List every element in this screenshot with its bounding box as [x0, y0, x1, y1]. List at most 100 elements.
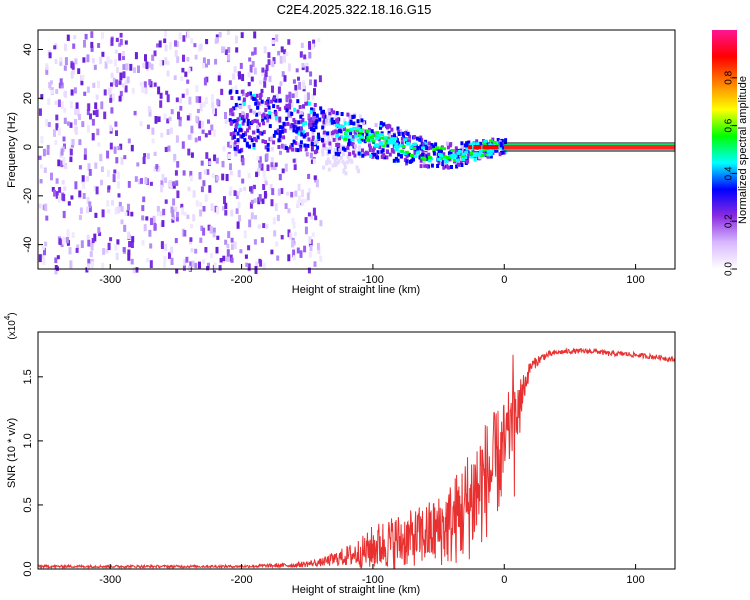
spectrogram-cell: [224, 49, 228, 55]
spectrogram-cell: [141, 240, 145, 246]
spectrogram-cell: [139, 121, 143, 127]
spectrogram-signal-cell: [236, 138, 240, 143]
spectrogram-signal-cell: [453, 154, 458, 158]
spectrogram-signal-cell: [393, 137, 397, 141]
spectrogram-cell: [66, 34, 70, 41]
spectrogram-cell: [287, 112, 291, 118]
spectrogram-signal-cell: [369, 154, 373, 159]
spectrogram-cell: [253, 31, 257, 39]
spectrogram-cell: [122, 83, 126, 88]
spectrogram-signal-cell: [411, 156, 415, 161]
spectrogram-cell: [109, 94, 113, 102]
spectrogram-signal-cell: [466, 140, 470, 145]
spectrogram-cell: [51, 187, 55, 192]
spectrogram-signal-cell: [363, 139, 367, 144]
spectrogram-cell: [254, 215, 257, 220]
spectrogram-signal-cell: [376, 155, 380, 160]
spectrogram-signal-cell: [351, 135, 355, 139]
spectrogram-cell: [53, 189, 57, 197]
spectrogram-signal-cell: [260, 131, 264, 136]
spectrogram-cell: [280, 143, 284, 149]
y-tick-label: 40: [22, 43, 34, 55]
spectrogram-cell: [86, 176, 90, 182]
spectrogram-cell: [276, 214, 280, 222]
spectrogram-cell: [287, 39, 291, 45]
spectrogram-signal-cell: [421, 153, 425, 157]
spectrogram-signal-cell: [410, 158, 414, 163]
spectrogram-cell: [347, 148, 351, 153]
spectrogram-cell: [196, 108, 200, 114]
spectrogram-cell: [187, 148, 191, 156]
spectrogram-signal-cell: [471, 142, 476, 146]
spectrogram-signal-cell: [457, 149, 462, 153]
spectrogram-signal-cell: [314, 125, 318, 130]
spectrogram-signal-cell: [376, 150, 380, 155]
spectrogram-cell: [206, 169, 210, 175]
spectrogram-cell: [131, 87, 135, 94]
spectrogram-cell: [305, 62, 309, 68]
spectrogram-signal-cell: [337, 128, 341, 133]
spectrogram-cell: [86, 109, 90, 116]
spectrogram-cell: [297, 76, 300, 81]
spectrogram-cell: [200, 186, 204, 193]
spectrogram-signal-cell: [324, 118, 328, 123]
spectrogram-cell: [241, 158, 245, 166]
spectrogram-signal-cell: [464, 150, 469, 154]
spectrogram-cell: [198, 96, 202, 103]
spectrogram-signal-cell: [307, 101, 311, 106]
spectrogram-signal-cell: [285, 116, 289, 121]
spectrogram-cell: [120, 206, 124, 212]
spectrogram-cell: [45, 118, 49, 127]
spectrogram-signal-cell: [360, 118, 364, 123]
spectrogram-signal-cell: [407, 152, 411, 157]
spectrogram-cell: [341, 159, 345, 164]
spectrogram-cell: [178, 116, 182, 122]
spectrogram-cell: [152, 215, 156, 224]
spectrogram-cell: [74, 58, 78, 65]
spectrogram-signal-cell: [296, 148, 300, 153]
spectrogram-signal-cell: [432, 147, 437, 151]
spectrogram-cell: [190, 223, 193, 229]
spectrogram-signal-cell: [256, 125, 259, 130]
spectrogram-cell: [64, 164, 68, 169]
spectrogram-y-axis: -40 -20 0 20 40: [22, 43, 43, 253]
spectrogram-cell: [301, 198, 305, 206]
spectrogram-cell: [199, 202, 203, 207]
spectrogram-cell: [103, 111, 107, 120]
spectrogram-cell: [93, 185, 97, 191]
spectrogram-signal-cell: [412, 143, 417, 146]
spectrogram-signal-cell: [315, 139, 319, 144]
spectrogram-signal-cell: [289, 145, 293, 150]
spectrogram-cell: [311, 232, 315, 237]
spectrogram-signal-cell: [333, 120, 337, 124]
spectrogram-cell: [148, 62, 151, 68]
spectrogram-cell: [122, 51, 125, 57]
spectrogram-signal-cell: [496, 138, 500, 142]
spectrogram-cell: [307, 267, 311, 274]
spectrogram-cell: [349, 158, 353, 163]
snr-panel: -300 -200 -100 0 100 0.0 0.5 1.0 1.5 Height of …: [3, 312, 676, 596]
spectrogram-signal-cell: [292, 124, 296, 129]
spectrogram-signal-cell: [413, 135, 416, 139]
spectrogram-cell: [151, 138, 155, 144]
spectrogram-cell: [42, 258, 46, 266]
spectrogram-cell: [183, 259, 187, 267]
spectrogram-cell: [358, 114, 362, 119]
spectrogram-signal-cell: [229, 132, 233, 137]
spectrogram-cell: [272, 217, 276, 225]
spectrogram-signal-cell: [409, 146, 414, 150]
spectrogram-cell: [102, 248, 106, 255]
spectrogram-cell: [250, 140, 254, 147]
y-tick-label: 0.5: [22, 497, 34, 512]
spectrogram-signal-cell: [365, 139, 370, 143]
spectrogram-cell: [156, 209, 160, 217]
spectrogram-cell: [89, 113, 92, 120]
spectrogram-cell: [272, 57, 276, 65]
spectrogram-cell: [150, 63, 154, 70]
spectrogram-cell: [288, 103, 292, 110]
spectrogram-cell: [60, 160, 64, 168]
y-tick-label: 1.0: [22, 433, 34, 448]
spectrogram-cell: [233, 66, 237, 73]
spectrogram-signal-cell: [290, 143, 294, 148]
spectrogram-cell: [226, 30, 230, 35]
